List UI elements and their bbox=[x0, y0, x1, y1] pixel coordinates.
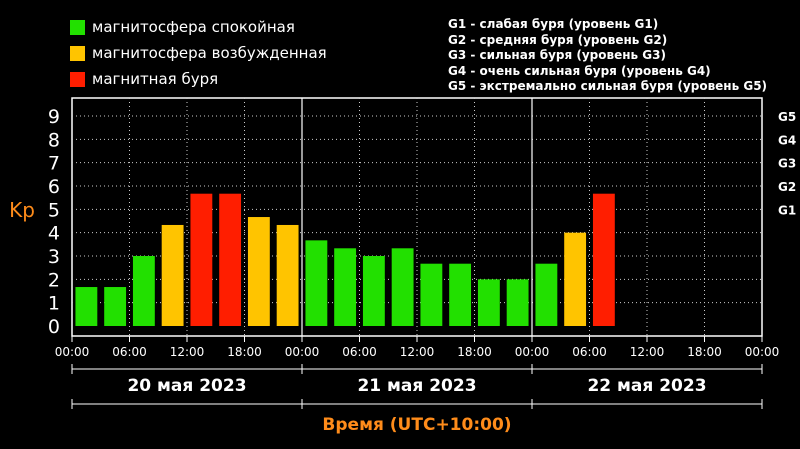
x-tick-label: 00:00 bbox=[515, 345, 550, 359]
day-label: 20 мая 2023 bbox=[127, 376, 246, 396]
day-label: 22 мая 2023 bbox=[587, 376, 706, 396]
legend-swatch bbox=[70, 45, 85, 61]
x-tick-label: 06:00 bbox=[572, 345, 607, 359]
kp-bar bbox=[132, 256, 155, 326]
kp-bar bbox=[506, 279, 529, 326]
y-tick-label: 3 bbox=[48, 246, 60, 268]
storm-level-item: G1 - слабая буря (уровень G1) bbox=[448, 17, 659, 31]
legend-item: магнитная буря bbox=[70, 66, 327, 92]
kp-bar bbox=[75, 287, 98, 326]
x-tick-label: 06:00 bbox=[112, 345, 147, 359]
y-tick-label: 6 bbox=[48, 176, 60, 198]
kp-bar bbox=[305, 240, 328, 326]
kp-bar bbox=[334, 248, 357, 326]
kp-bar bbox=[276, 224, 299, 326]
kp-bar bbox=[420, 263, 443, 326]
x-tick-label: 00:00 bbox=[745, 345, 780, 359]
y-tick-label: 9 bbox=[48, 106, 60, 128]
storm-level-legend: G1 - слабая буря (уровень G1) G2 - средня… bbox=[448, 17, 767, 95]
x-tick-label: 12:00 bbox=[630, 345, 665, 359]
storm-level-item: G2 - средняя буря (уровень G2) bbox=[448, 32, 668, 47]
day-label: 21 мая 2023 bbox=[357, 376, 476, 396]
legend-swatch bbox=[70, 19, 85, 35]
x-tick-label: 12:00 bbox=[400, 345, 435, 359]
y-tick-label: 7 bbox=[48, 153, 60, 175]
kp-bar bbox=[362, 256, 385, 326]
x-tick-label: 12:00 bbox=[170, 345, 205, 359]
legend-label: магнитосфера возбужденная bbox=[92, 44, 327, 62]
x-tick-label: 18:00 bbox=[687, 345, 722, 359]
kp-bar bbox=[104, 287, 127, 326]
kp-bar bbox=[564, 232, 587, 326]
legend-label: магнитная буря bbox=[92, 70, 219, 88]
kp-bar bbox=[592, 193, 615, 326]
y-tick-label: 1 bbox=[48, 293, 60, 315]
kp-bar bbox=[161, 224, 184, 326]
x-tick-label: 00:00 bbox=[55, 345, 90, 359]
legend-item: магнитосфера возбужденная bbox=[70, 40, 327, 66]
kp-bar bbox=[391, 248, 414, 326]
kp-bar bbox=[219, 193, 242, 326]
legend-swatch bbox=[70, 71, 85, 87]
kp-bar bbox=[449, 263, 472, 326]
g-level-label: G1 bbox=[778, 203, 796, 217]
y-axis-label: Kp bbox=[9, 198, 35, 222]
g-level-label: G4 bbox=[778, 133, 796, 147]
x-tick-label: 00:00 bbox=[285, 345, 320, 359]
kp-bar bbox=[535, 263, 558, 326]
y-tick-label: 0 bbox=[48, 316, 60, 338]
y-tick-label: 4 bbox=[48, 223, 60, 245]
storm-level-item: G3 - сильная буря (уровень G3) bbox=[448, 48, 666, 62]
y-tick-label: 2 bbox=[48, 269, 60, 291]
x-axis-label: Время (UTC+10:00) bbox=[322, 415, 511, 435]
legend-item: магнитосфера спокойная bbox=[70, 14, 327, 40]
kp-bar bbox=[247, 217, 270, 326]
g-level-label: G3 bbox=[778, 157, 796, 171]
x-tick-label: 18:00 bbox=[227, 345, 262, 359]
kp-bar bbox=[190, 193, 213, 326]
storm-level-item: G5 - экстремально сильная буря (уровень … bbox=[448, 79, 768, 93]
storm-level-item: G4 - очень сильная буря (уровень G4) bbox=[448, 63, 711, 78]
legend: магнитосфера спокойная магнитосфера возбу… bbox=[70, 14, 327, 92]
y-tick-label: 8 bbox=[48, 129, 60, 151]
g-level-label: G5 bbox=[778, 110, 796, 124]
x-tick-label: 18:00 bbox=[457, 345, 492, 359]
y-tick-label: 5 bbox=[48, 199, 60, 221]
g-level-label: G2 bbox=[778, 180, 796, 194]
legend-label: магнитосфера спокойная bbox=[92, 18, 295, 36]
kp-bar bbox=[477, 279, 500, 326]
x-tick-label: 06:00 bbox=[342, 345, 377, 359]
